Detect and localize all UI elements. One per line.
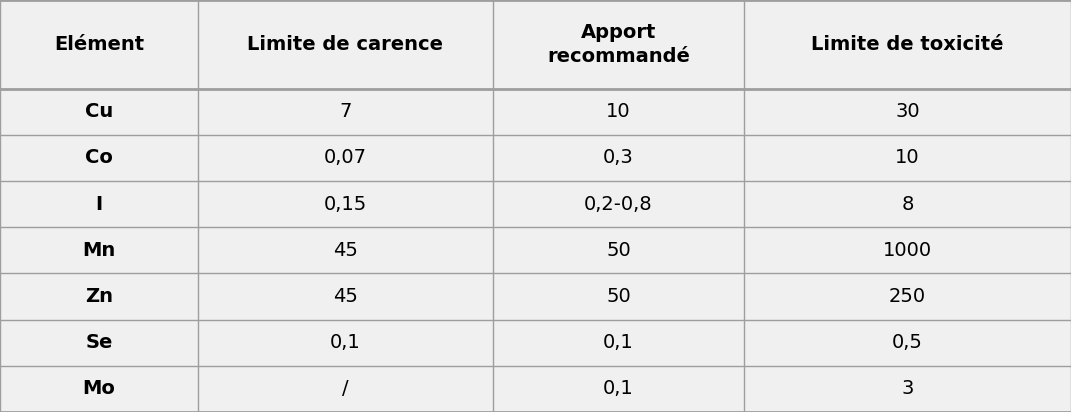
Text: 0,1: 0,1 [603, 333, 634, 352]
Text: 0,5: 0,5 [892, 333, 923, 352]
Text: 30: 30 [895, 102, 920, 121]
Text: Limite de carence: Limite de carence [247, 35, 443, 54]
Text: 0,1: 0,1 [603, 379, 634, 398]
Text: 50: 50 [606, 287, 631, 306]
Text: 10: 10 [606, 102, 631, 121]
Text: Limite de toxicité: Limite de toxicité [812, 35, 1004, 54]
Text: 0,07: 0,07 [323, 148, 367, 167]
Text: Apport
recommandé: Apport recommandé [547, 23, 690, 66]
Text: Se: Se [86, 333, 112, 352]
Text: 45: 45 [333, 241, 358, 260]
Text: 0,3: 0,3 [603, 148, 634, 167]
Text: 250: 250 [889, 287, 926, 306]
Text: 45: 45 [333, 287, 358, 306]
Text: I: I [95, 194, 103, 213]
Text: 50: 50 [606, 241, 631, 260]
Text: 0,1: 0,1 [330, 333, 361, 352]
Text: 8: 8 [902, 194, 914, 213]
Text: 0,2-0,8: 0,2-0,8 [584, 194, 653, 213]
Text: Mn: Mn [82, 241, 116, 260]
Text: 7: 7 [340, 102, 351, 121]
Text: 0,15: 0,15 [323, 194, 367, 213]
Text: Mo: Mo [82, 379, 116, 398]
Text: 1000: 1000 [884, 241, 932, 260]
Text: Cu: Cu [85, 102, 114, 121]
Text: /: / [342, 379, 349, 398]
Text: 3: 3 [902, 379, 914, 398]
Text: Zn: Zn [85, 287, 114, 306]
Text: Elément: Elément [54, 35, 145, 54]
Text: Co: Co [85, 148, 114, 167]
Text: 10: 10 [895, 148, 920, 167]
